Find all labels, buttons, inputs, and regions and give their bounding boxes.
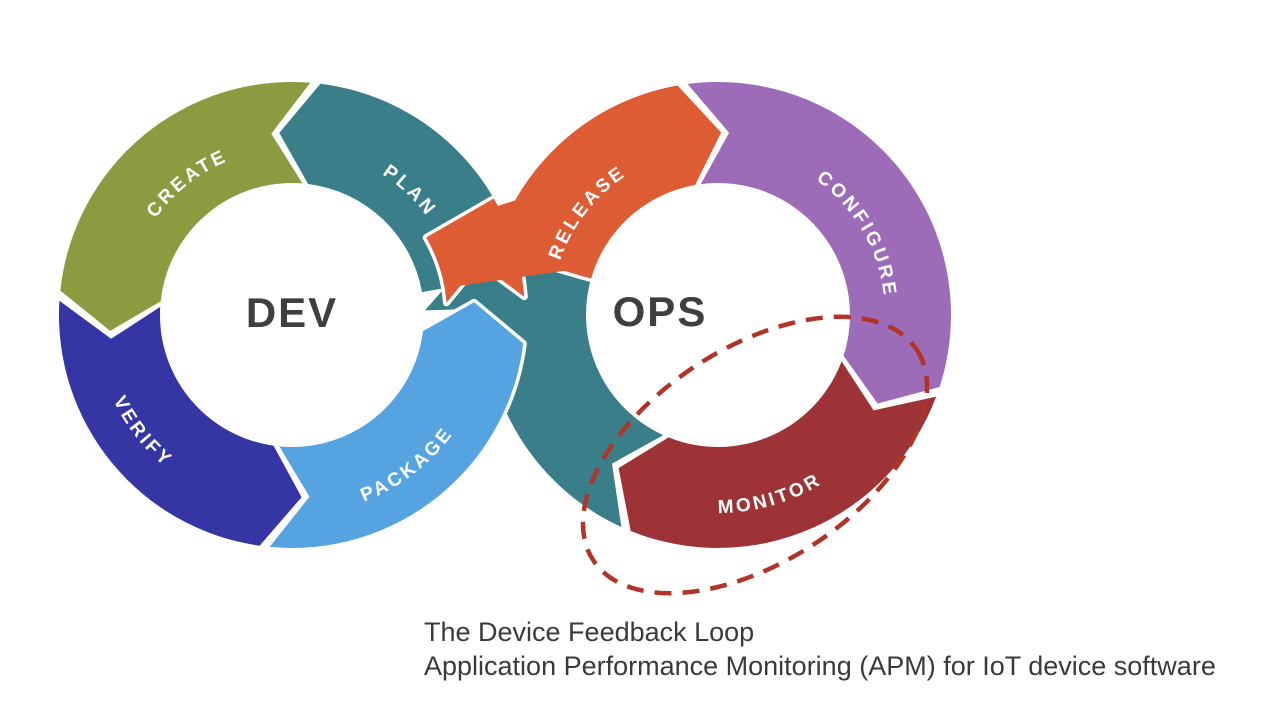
- release-bridge: [446, 199, 565, 288]
- segment-release: [494, 85, 722, 279]
- segment-verify: [58, 300, 302, 546]
- segment-package: [269, 302, 524, 548]
- dev-ring-title: DEV: [246, 289, 338, 336]
- segment-monitor: [618, 361, 937, 548]
- segment-create: [60, 81, 311, 331]
- highlight-ellipse: [580, 314, 930, 596]
- loop-bands: [55, 78, 955, 552]
- ops-ring-title: OPS: [613, 288, 708, 335]
- caption: The Device Feedback Loop Application Per…: [424, 615, 1216, 683]
- caption-line-2: Application Performance Monitoring (APM)…: [424, 651, 1216, 681]
- caption-line-1: The Device Feedback Loop: [424, 617, 755, 647]
- segment-configure: [687, 82, 952, 404]
